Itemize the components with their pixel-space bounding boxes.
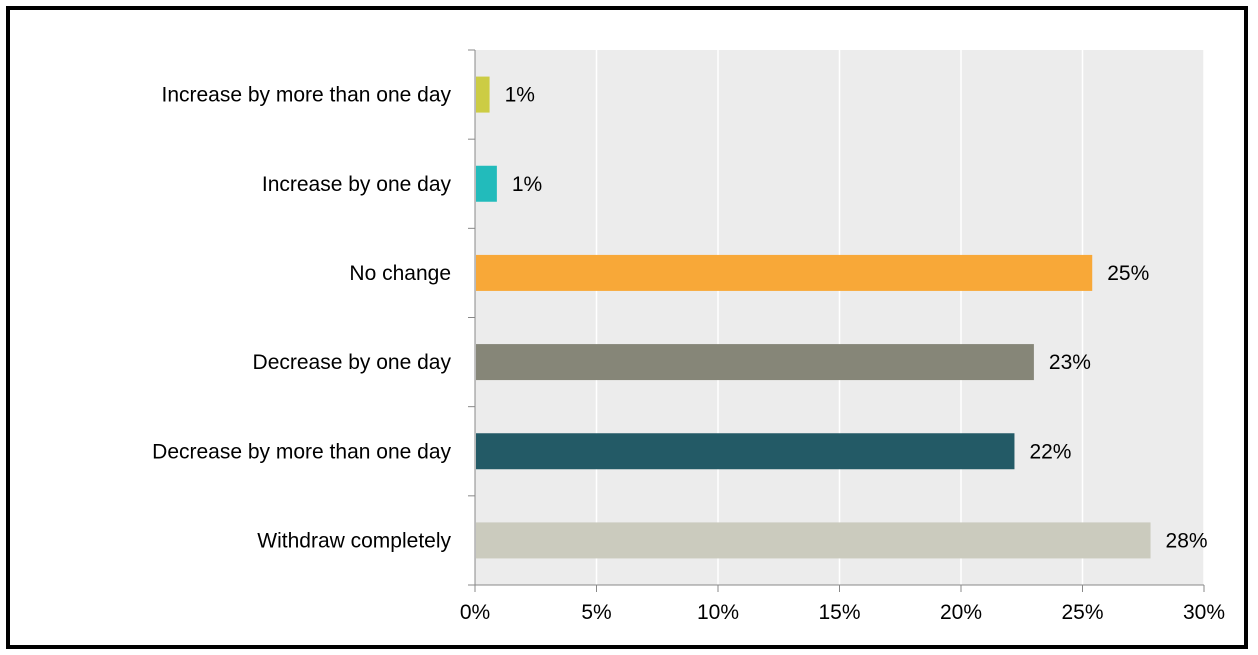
value-label: 1% [505,84,535,107]
category-label: Decrease by one day [253,351,452,374]
value-label: 28% [1166,529,1208,552]
x-tick-label: 15% [818,601,860,624]
category-label: Decrease by more than one day [152,440,451,463]
x-tick-label: 30% [1183,601,1225,624]
bar-2 [476,254,1093,291]
x-tick-label: 0% [460,601,490,624]
value-label: 1% [512,173,542,196]
bars [476,76,1151,559]
value-label: 23% [1049,351,1091,374]
x-tick-label: 20% [940,601,982,624]
bar-3 [476,344,1034,381]
x-tick-label: 5% [581,601,611,624]
category-label: Increase by more than one day [161,84,451,107]
x-tick-label: 10% [697,601,739,624]
category-label: Withdraw completely [257,529,451,552]
bar-5 [476,522,1151,559]
category-label: No change [349,262,451,285]
gridlines [595,50,1205,585]
category-label: Increase by one day [262,173,452,196]
labels: 0% 5% 10% 15% 20% 25% 30% Increase by more than… [152,84,1225,624]
x-tick-label: 25% [1061,601,1103,624]
axes [468,49,1205,592]
bar-4 [476,433,1015,470]
value-label: 25% [1107,262,1149,285]
value-label: 22% [1029,440,1071,463]
bar-0 [476,76,490,113]
bar-1 [476,165,497,202]
